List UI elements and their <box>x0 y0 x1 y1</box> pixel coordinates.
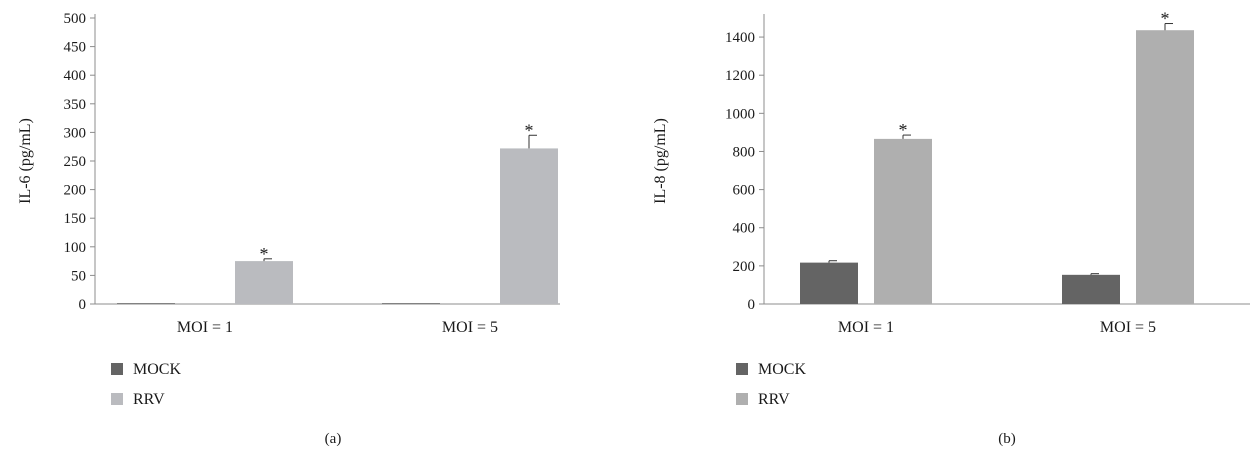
significance-marker: * <box>525 120 534 140</box>
y-tick-label: 1400 <box>725 30 755 46</box>
y-axis-title: IL-8 (pg/mL) <box>652 118 669 204</box>
y-tick-label: 400 <box>733 221 756 237</box>
y-tick-label: 150 <box>64 211 87 227</box>
y-tick-label: 600 <box>733 183 756 199</box>
y-tick-label: 300 <box>64 125 87 141</box>
bar-rrv <box>500 148 558 304</box>
significance-marker: * <box>1161 9 1170 29</box>
x-category-label: MOI = 5 <box>442 319 498 336</box>
y-tick-label: 250 <box>64 154 87 170</box>
legend-label-rrv: RRV <box>133 391 165 408</box>
legend-label-mock: MOCK <box>133 361 181 378</box>
legend-swatch-mock <box>111 363 123 375</box>
y-tick-label: 200 <box>733 259 756 275</box>
bar-rrv <box>874 138 932 304</box>
bar-rrv <box>1136 30 1194 304</box>
y-tick-label: 200 <box>64 183 87 199</box>
y-tick-label: 1200 <box>725 68 755 84</box>
panel-label: (b) <box>998 431 1016 447</box>
legend-swatch-mock <box>736 363 748 375</box>
y-tick-label: 1000 <box>725 106 755 122</box>
panel-label: (a) <box>325 431 342 447</box>
y-tick-label: 800 <box>733 144 756 160</box>
x-category-label: MOI = 5 <box>1100 319 1156 336</box>
x-category-label: MOI = 1 <box>177 319 233 336</box>
y-tick-label: 0 <box>748 297 756 313</box>
bar-mock <box>1062 274 1120 304</box>
y-tick-label: 350 <box>64 97 87 113</box>
y-tick-label: 400 <box>64 68 87 84</box>
chart-panel-b: 0 200 400 600 800 1000 1200 1400 IL-8 (pg/mL) * MO… <box>652 9 1250 447</box>
bar-mock <box>382 303 440 304</box>
y-tick-label: 50 <box>71 268 86 284</box>
y-axis-title: IL-6 (pg/mL) <box>17 118 34 204</box>
bar-rrv <box>235 261 293 304</box>
legend-label-mock: MOCK <box>758 361 806 378</box>
x-category-label: MOI = 1 <box>838 319 894 336</box>
y-tick-label: 450 <box>64 40 87 56</box>
bar-mock <box>117 303 175 304</box>
y-tick-label: 100 <box>64 240 87 256</box>
significance-marker: * <box>899 120 908 140</box>
significance-marker: * <box>260 244 269 264</box>
legend-swatch-rrv <box>736 393 748 405</box>
chart-panel-a: 0 50 100 150 200 250 300 350 400 450 500 IL-6 (pg/m… <box>17 11 560 447</box>
legend-swatch-rrv <box>111 393 123 405</box>
bar-mock <box>800 262 858 304</box>
legend-label-rrv: RRV <box>758 391 790 408</box>
y-tick-label: 0 <box>79 297 87 313</box>
y-tick-label: 500 <box>64 11 87 27</box>
